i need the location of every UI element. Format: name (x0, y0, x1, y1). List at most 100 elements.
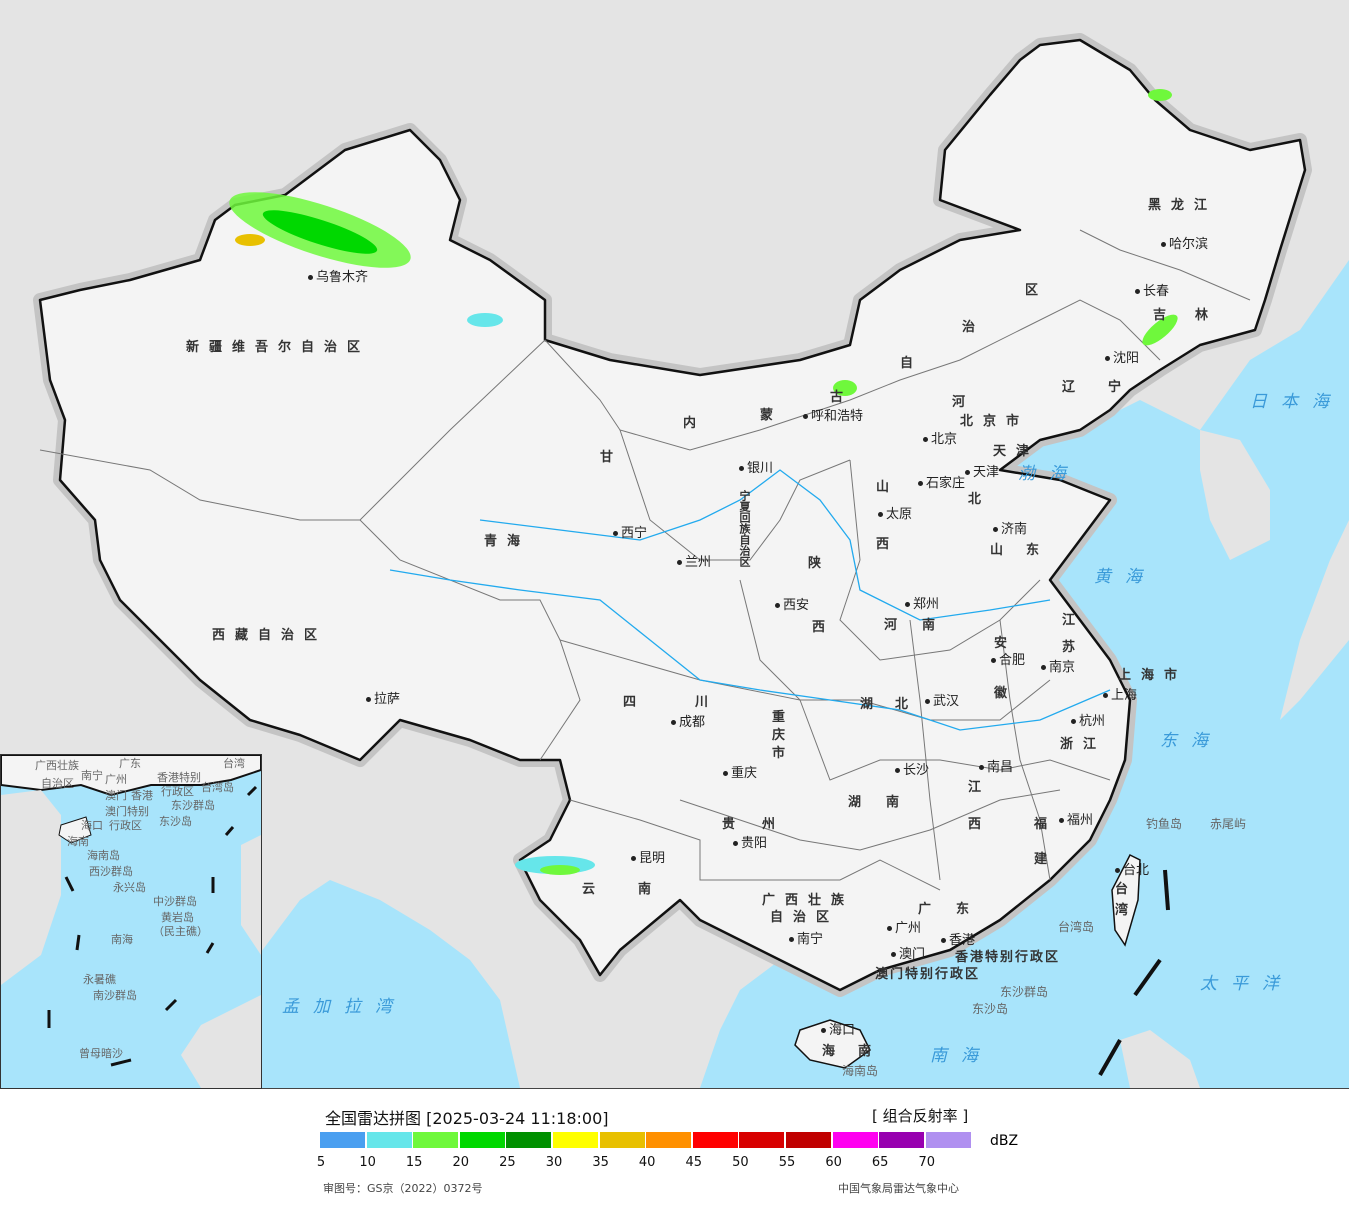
city-marker-icon (1071, 719, 1076, 724)
province-label: 西 (812, 620, 835, 635)
province-label-text: 天津 (993, 444, 1040, 459)
city-marker-icon (1059, 818, 1064, 823)
province-label-text: 南 (886, 795, 910, 810)
province-label-text: 南 (858, 1044, 882, 1059)
city-marker-icon (1135, 289, 1140, 294)
island-label-text: 台湾岛 (1058, 920, 1095, 934)
city-marker-icon (739, 466, 744, 471)
province-borders (39, 229, 1251, 891)
province-label-text: 林 (1195, 308, 1219, 323)
province-label: 澳门特别行政区 (875, 967, 980, 982)
province-label: 东 (1026, 543, 1049, 558)
legend-title: 全国雷达拼图 [2025-03-24 11:18:00] (325, 1109, 609, 1128)
province-label-text: 新疆维吾尔自治区 (186, 340, 371, 355)
city-label-text: 杭州 (1079, 714, 1106, 729)
color-swatch (739, 1132, 785, 1148)
province-label: 云 (582, 882, 605, 897)
scale-tick-label: 55 (778, 1155, 796, 1170)
inset-label: 广西壮族 (35, 759, 79, 772)
province-label-text: 川 (695, 695, 719, 710)
city-label-text: 合肥 (999, 653, 1026, 668)
inset-label: 南沙群岛 (93, 989, 137, 1002)
province-label: 台 (1115, 882, 1138, 897)
china-land (38, 38, 1307, 992)
province-label: 南 (858, 1044, 881, 1059)
inset-label-text: 永兴岛 (113, 881, 146, 894)
inset-label-text: 东沙群岛 (171, 799, 215, 812)
city-label-text: 上海 (1111, 688, 1138, 703)
credit: 中国气象局雷达气象中心 (838, 1182, 959, 1195)
city-marker-icon (733, 841, 738, 846)
province-label-text: 南 (638, 882, 662, 897)
color-swatch (320, 1132, 365, 1148)
inset-label-text: 曾母暗沙 (79, 1047, 123, 1060)
province-label-text: 古 (830, 390, 854, 405)
inset-label: 东沙群岛 (171, 799, 215, 812)
inset-label: 海口 (81, 819, 103, 832)
city-label-text: 长沙 (903, 763, 930, 778)
city-label: 上海 (1100, 688, 1137, 703)
province-label-text: 西 (812, 620, 836, 635)
province-label: 福 (1034, 817, 1057, 832)
province-label-text: 西 (968, 817, 992, 832)
city-label: 济南 (990, 522, 1027, 537)
island-label: 海南岛 (842, 1064, 878, 1078)
city-label-text: 成都 (679, 715, 706, 730)
province-label-text: 北京市 (960, 414, 1030, 429)
province-label: 陕 (808, 556, 831, 571)
color-swatch (552, 1132, 598, 1148)
inset-label-text: 海南岛 (87, 849, 120, 862)
city-marker-icon (775, 603, 780, 608)
city-label: 重庆 (720, 766, 757, 781)
city-label: 昆明 (628, 851, 665, 866)
city-label-text: 银川 (747, 461, 774, 476)
city-label: 郑州 (902, 597, 939, 612)
city-marker-icon (923, 437, 928, 442)
city-label: 呼和浩特 (800, 409, 863, 424)
province-label-text: 台 (1115, 882, 1139, 897)
city-label-text: 西宁 (621, 526, 648, 541)
sea-label: 黄海 (1094, 568, 1156, 587)
province-label: 湖 (848, 795, 871, 810)
inset-label-text: 东沙岛 (159, 815, 192, 828)
province-label-text: 内 (683, 416, 707, 431)
city-label-text: 石家庄 (926, 476, 966, 491)
city-label: 贵阳 (730, 836, 767, 851)
nine-dash-line (1098, 869, 1170, 1076)
city-marker-icon (803, 414, 808, 419)
province-label: 香港特别行政区 (955, 950, 1060, 965)
inset-label: 台湾 (223, 757, 245, 770)
inset-label-text: 香港 (131, 789, 153, 802)
sea-label: 孟加拉湾 (282, 998, 406, 1017)
inset-label-text: 中沙群岛 (153, 895, 197, 908)
radar-map[interactable]: 新疆维吾尔自治区 西藏自治区 青海甘内蒙古自治区黑龙江吉林辽宁河北山西山东陕西河南江… (0, 0, 1349, 1089)
city-label: 北京 (920, 432, 957, 447)
color-swatch (785, 1132, 831, 1148)
province-label-text: 区 (1025, 283, 1049, 298)
scale-tick-label: 20 (452, 1155, 470, 1170)
color-swatch (459, 1132, 505, 1148)
inset-label-text: 自治区 (41, 777, 74, 790)
province-label: 河 (884, 618, 907, 633)
city-label-text: 武汉 (933, 694, 960, 709)
island-label: 赤尾屿 (1210, 817, 1246, 831)
color-swatch (413, 1132, 459, 1148)
inset-label-text: 海南 (67, 835, 89, 848)
inset-label: 台湾岛 (201, 781, 234, 794)
city-label: 杭州 (1068, 714, 1105, 729)
inset-label: 黄岩岛 (161, 911, 194, 924)
inset-label: 曾母暗沙 (79, 1047, 123, 1060)
city-label: 台北 (1112, 863, 1149, 878)
city-label-text: 天津 (973, 465, 1000, 480)
province-label: 苏 (1062, 640, 1085, 655)
province-label: 州 (762, 817, 785, 832)
city-label-text: 郑州 (913, 597, 940, 612)
province-label: 南 (922, 618, 945, 633)
province-label: 辽 (1062, 380, 1085, 395)
province-label: 重 (772, 710, 795, 725)
city-label: 天津 (962, 465, 999, 480)
city-label-text: 昆明 (639, 851, 666, 866)
province-label-text: 广 (918, 902, 942, 917)
sea-label-text: 孟加拉湾 (282, 997, 406, 1017)
island-label: 东沙群岛 (1000, 985, 1048, 999)
